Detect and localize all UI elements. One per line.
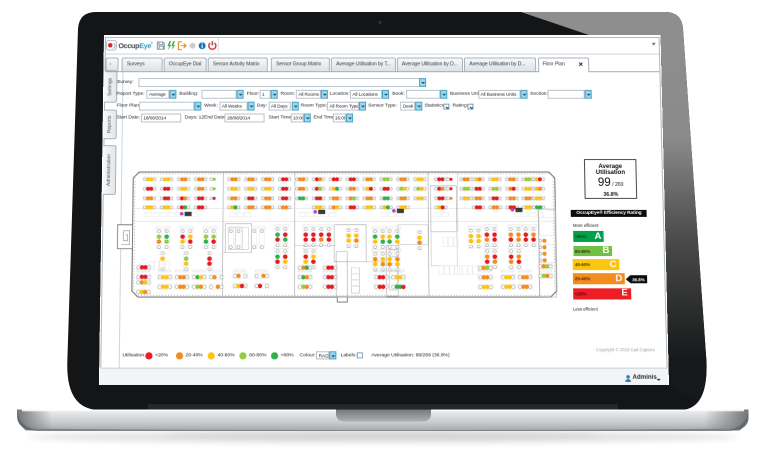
- svg-text:OccupEye: OccupEye: [118, 42, 151, 50]
- svg-text:®: ®: [150, 41, 153, 45]
- svg-text:36.8%: 36.8%: [632, 277, 645, 282]
